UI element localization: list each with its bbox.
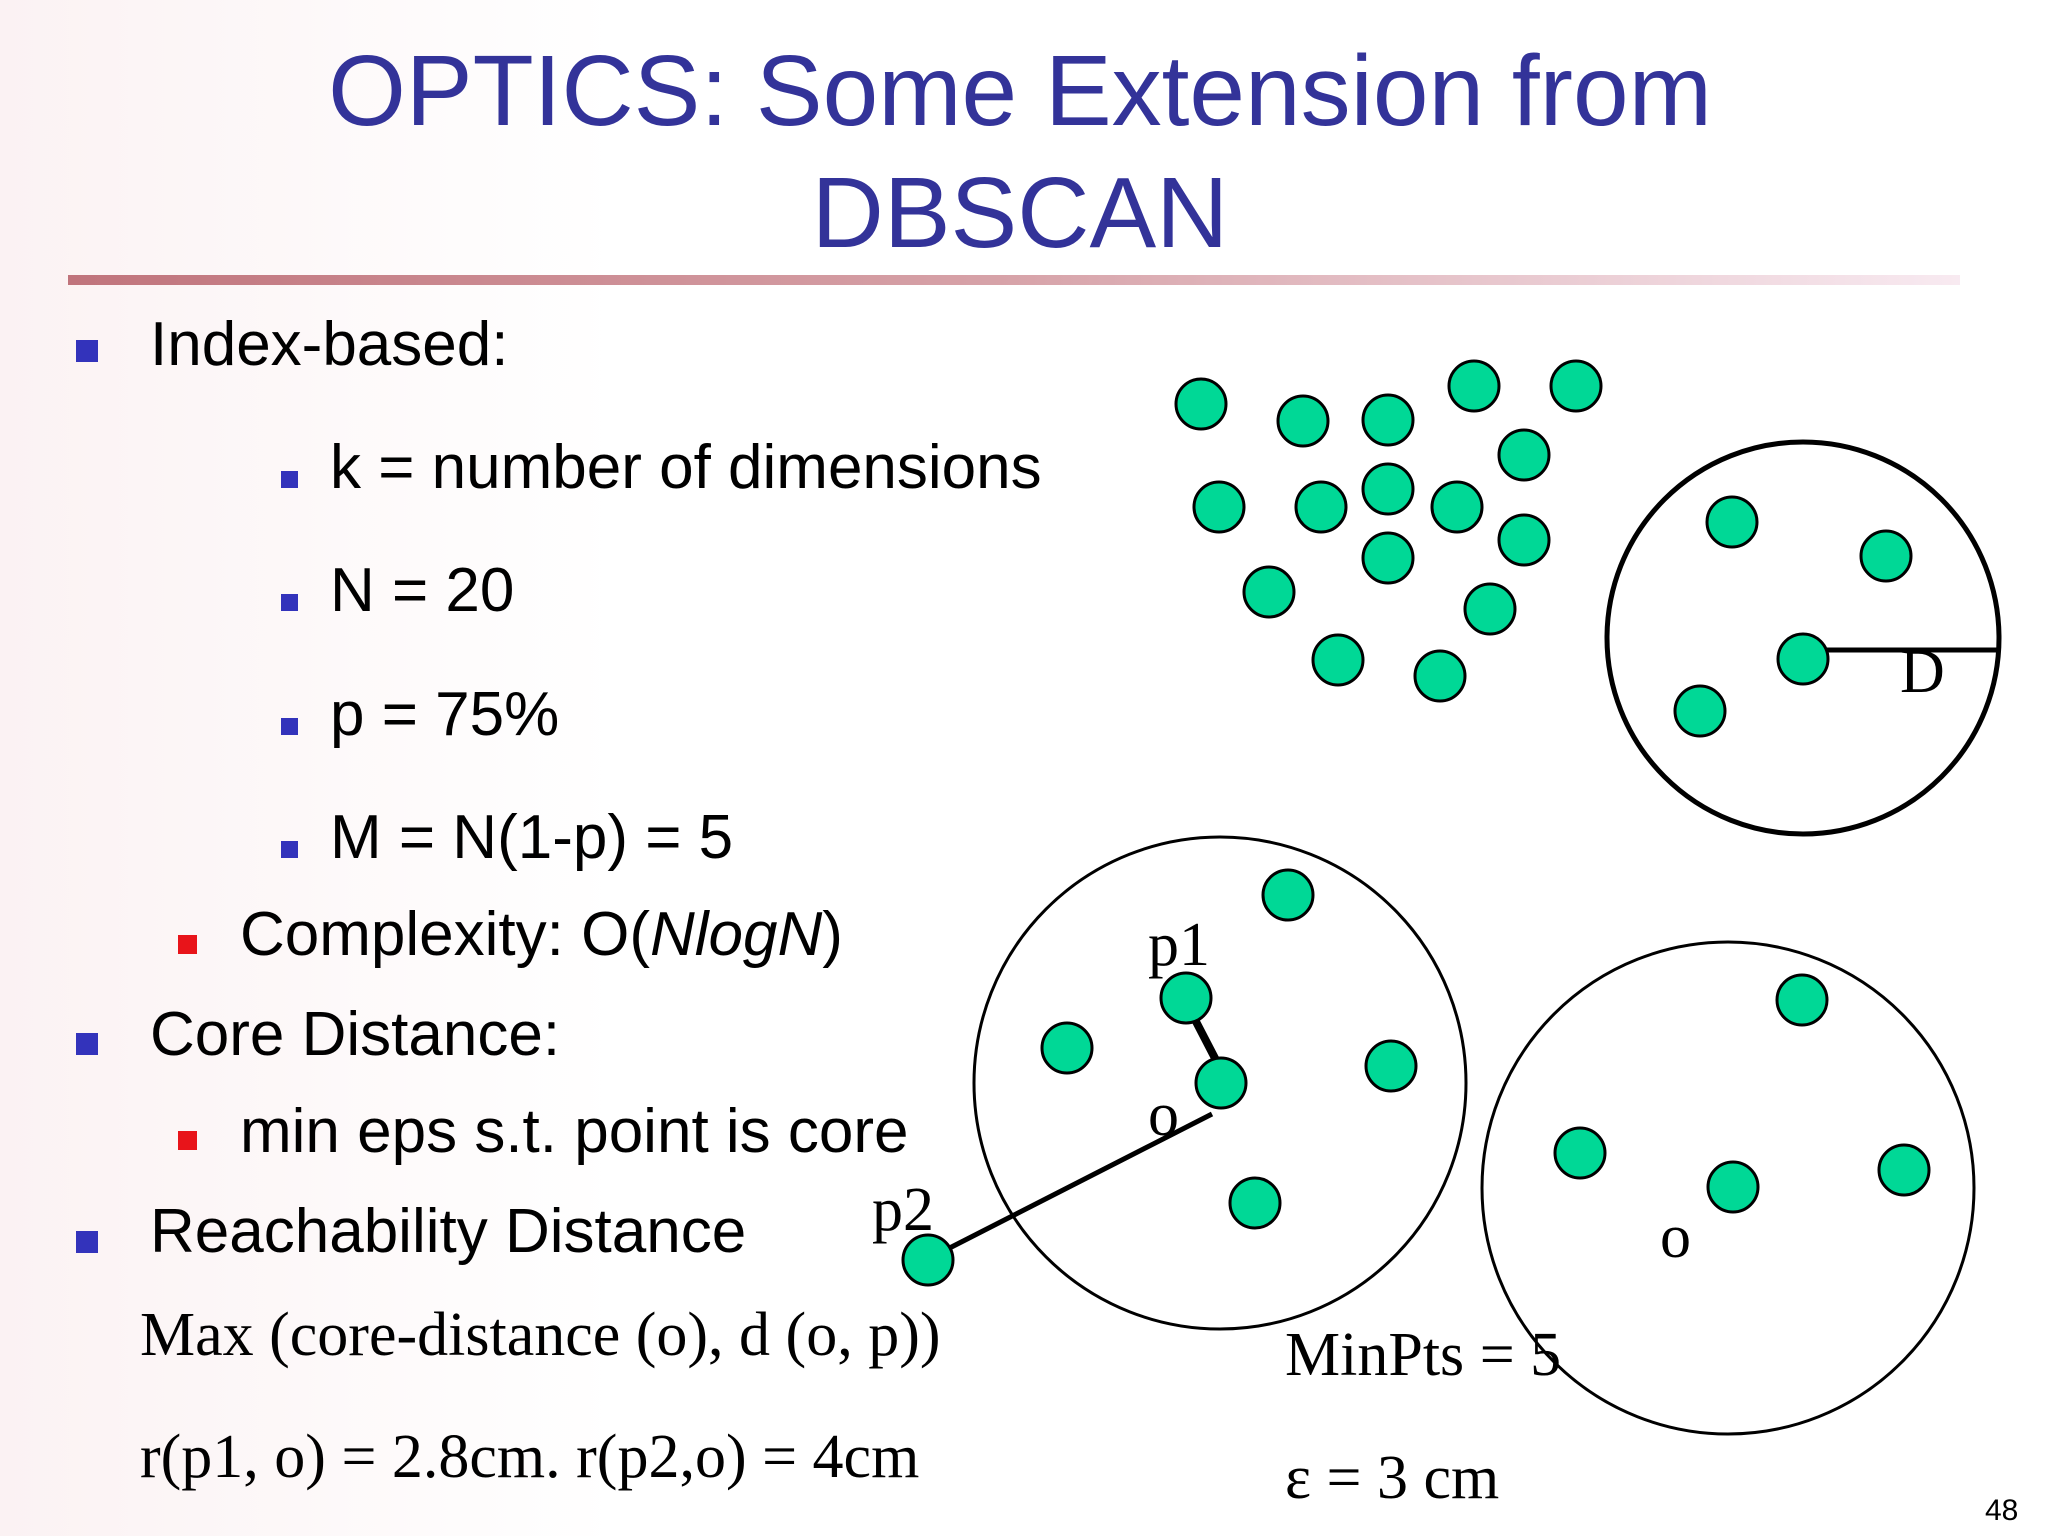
data-point [1242, 565, 1296, 619]
data-point [1673, 684, 1727, 738]
data-point [1294, 480, 1348, 534]
bullet-p-value: p = 75% [330, 680, 560, 749]
d-radius-circle [1604, 439, 2002, 837]
bullet-square-icon [76, 1033, 98, 1055]
complexity-close: ) [822, 900, 843, 969]
sub-bullet-square-icon [281, 471, 298, 488]
d-label: D [1900, 638, 1945, 706]
data-point [1159, 971, 1213, 1025]
page-number: 48 [1985, 1494, 2019, 1527]
bullet-m-value: M = N(1-p) = 5 [330, 803, 734, 872]
bullet-n-value: N = 20 [330, 556, 515, 625]
data-point [1361, 462, 1415, 516]
title-underline-rule [68, 275, 1960, 285]
p2-to-o-line [928, 1111, 1214, 1261]
slide-title-line-1: OPTICS: Some Extension from [328, 35, 1712, 147]
red-bullet-square-icon [178, 1131, 197, 1150]
data-point [1430, 480, 1484, 534]
data-point [1194, 1056, 1248, 1110]
o-label-core: o [1148, 1081, 1179, 1149]
data-point [1497, 513, 1551, 567]
red-bullet-square-icon [178, 935, 197, 954]
eps-neighborhood-circle [1480, 940, 1976, 1436]
data-point [901, 1233, 955, 1287]
bullet-index-based: Index-based: [150, 310, 509, 379]
complexity-order: NlogN [649, 900, 823, 969]
slide-title-line-2: DBSCAN [811, 157, 1229, 269]
sub-bullet-square-icon [281, 594, 298, 611]
bullet-square-icon [76, 1231, 98, 1253]
data-point [1706, 1160, 1760, 1214]
neighborhood-circles [972, 439, 2002, 1436]
formula-max-reachability: Max (core-distance (o), d (o, p)) [140, 1301, 941, 1369]
data-points [901, 359, 1931, 1287]
formula-r-values: r(p1, o) = 2.8cm. r(p2,o) = 4cm [140, 1423, 920, 1491]
bullet-k-dimensions: k = number of dimensions [330, 433, 1042, 502]
data-point [1413, 649, 1467, 703]
minpts-label: MinPts = 5 [1285, 1321, 1561, 1389]
core-neighborhood-circle [972, 835, 1468, 1331]
data-point [1463, 582, 1517, 636]
data-point [1447, 359, 1501, 413]
data-point [1775, 973, 1829, 1027]
data-point [1261, 868, 1315, 922]
data-point [1776, 632, 1830, 686]
bullet-square-icon [76, 340, 98, 362]
o-label-eps: o [1660, 1203, 1691, 1271]
complexity-label: Complexity: O( [240, 900, 650, 969]
data-point [1361, 531, 1415, 585]
data-point [1877, 1143, 1931, 1197]
sub-bullet-square-icon [281, 841, 298, 858]
data-point [1276, 394, 1330, 448]
p2-label: p2 [872, 1176, 934, 1244]
bullet-reachability-distance: Reachability Distance [150, 1197, 747, 1266]
p1-label: p1 [1148, 911, 1210, 979]
data-point [1311, 633, 1365, 687]
data-point [1549, 359, 1603, 413]
sub-bullet-square-icon [281, 718, 298, 735]
data-point [1228, 1176, 1282, 1230]
data-point [1040, 1021, 1094, 1075]
bullet-complexity: Complexity: O(NlogN) [240, 900, 843, 970]
bullet-min-eps: min eps s.t. point is core [240, 1097, 909, 1166]
data-point [1705, 495, 1759, 549]
distance-lines [928, 647, 1998, 1261]
data-point [1174, 377, 1228, 431]
data-point [1361, 393, 1415, 447]
bullet-core-distance: Core Distance: [150, 1000, 561, 1069]
eps-label: ε = 3 cm [1285, 1444, 1499, 1512]
data-point [1859, 529, 1913, 583]
data-point [1364, 1039, 1418, 1093]
data-point [1192, 480, 1246, 534]
data-point [1497, 428, 1551, 482]
data-point [1553, 1126, 1607, 1180]
